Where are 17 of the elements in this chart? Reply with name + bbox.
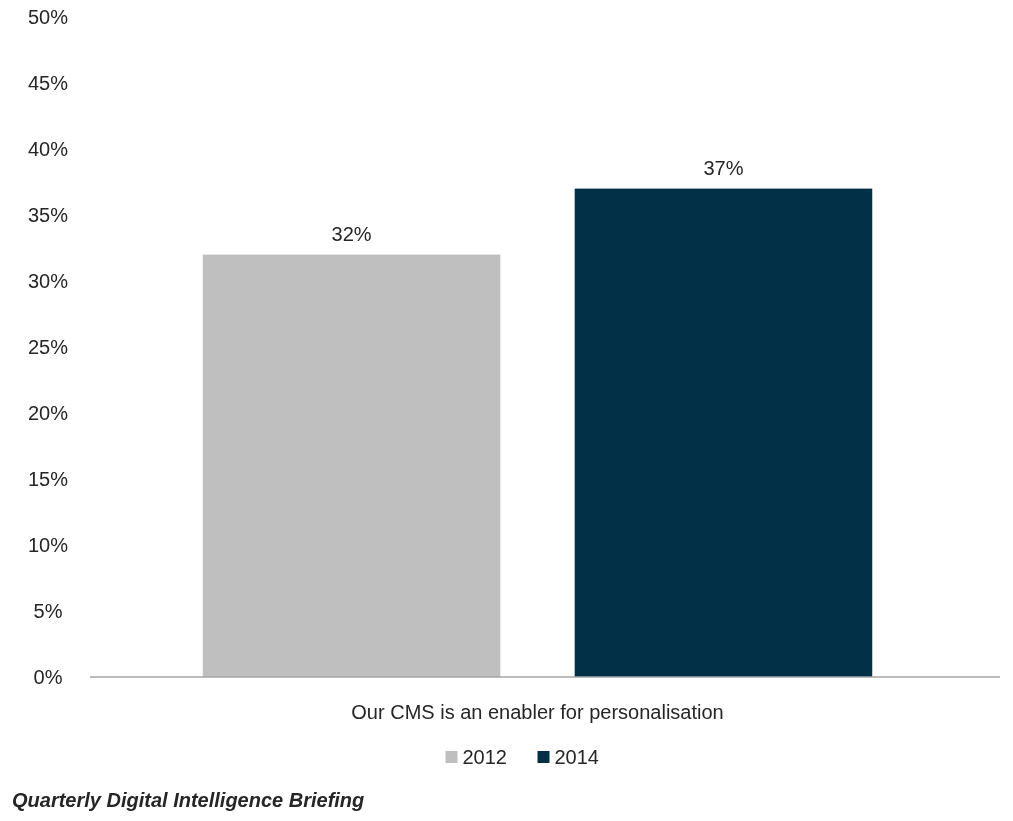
y-tick-label: 0% bbox=[33, 666, 63, 688]
x-tick-label: Our CMS is an enabler for personalisation bbox=[351, 701, 724, 723]
y-tick-label: 10% bbox=[27, 534, 69, 556]
data-label: 32% bbox=[331, 222, 372, 245]
y-tick-label: 5% bbox=[33, 600, 63, 622]
y-tick-label: 30% bbox=[27, 270, 69, 292]
y-tick-label: 40% bbox=[27, 138, 69, 160]
y-tick-label: 15% bbox=[27, 468, 69, 490]
data-label: 37% bbox=[703, 156, 744, 179]
text: Quarterly Digital Intelligence Briefing bbox=[12, 789, 365, 811]
y-tick-label: 50% bbox=[27, 6, 69, 28]
y-tick-label: 45% bbox=[27, 72, 69, 94]
legend-label: 2012 bbox=[462, 746, 507, 768]
y-tick-label: 25% bbox=[27, 336, 69, 358]
y-tick-label: 35% bbox=[27, 204, 69, 226]
legend-label: 2014 bbox=[554, 746, 599, 768]
y-tick-label: 20% bbox=[27, 402, 69, 424]
